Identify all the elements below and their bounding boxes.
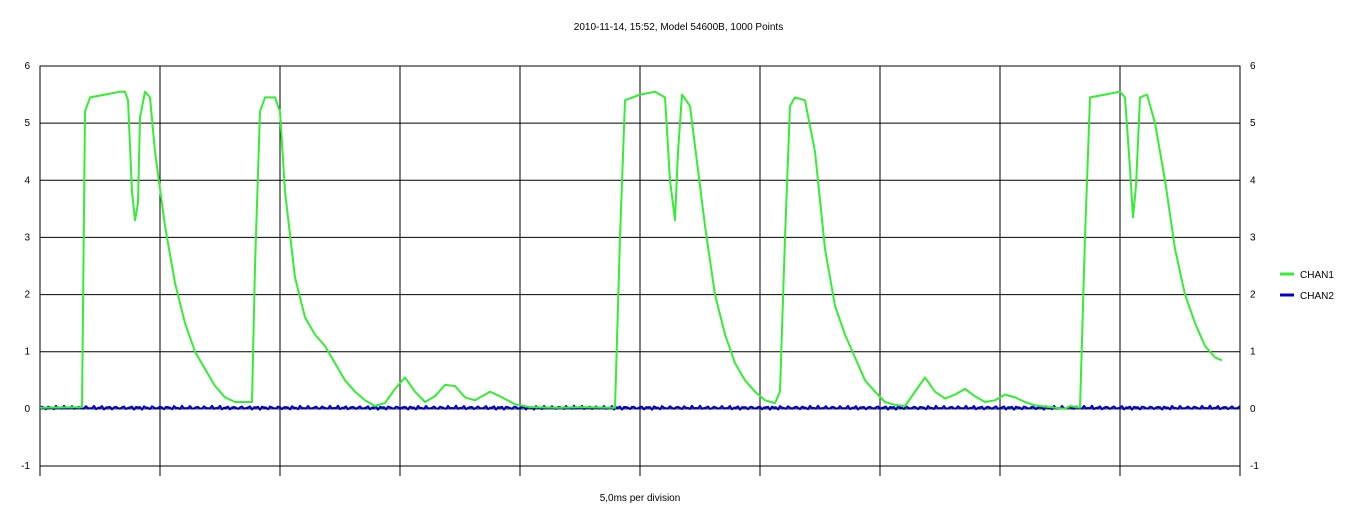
y-tick-label-right: 3 [1250,232,1256,243]
y-axis-right: -1 0 1 2 3 4 5 6 [1250,61,1259,472]
y-tick-label-right: -1 [1250,461,1259,472]
y-tick-label-right: 0 [1250,404,1256,415]
series-line-chan1 [39,90,1223,410]
legend-label-chan2: CHAN2 [1300,291,1334,302]
y-tick-label-left: 6 [24,61,30,72]
y-tick-label-left: 4 [24,175,30,186]
series-line-chan2 [39,404,1241,411]
y-tick-label-right: 5 [1250,118,1256,129]
y-tick-label-left: 3 [24,232,30,243]
y-tick-label-right: 1 [1250,347,1256,358]
y-tick-label-left: 1 [24,347,30,358]
chart-title: 2010-11-14, 15:52, Model 54600B, 1000 Po… [573,22,784,33]
y-tick-label-left: 2 [24,290,30,301]
y-tick-label-left: -1 [21,461,30,472]
y-tick-label-left: 5 [24,118,30,129]
y-axis-left: -1 0 1 2 3 4 5 6 [21,61,30,472]
y-tick-label-right: 4 [1250,175,1256,186]
legend-label-chan1: CHAN1 [1300,270,1334,281]
y-tick-label-right: 2 [1250,290,1256,301]
series-layer [39,90,1241,411]
x-axis-label: 5,0ms per division [599,493,681,504]
chart-grid [39,65,1241,476]
legend: CHAN1 CHAN2 [1280,270,1334,302]
y-tick-label-right: 6 [1250,61,1256,72]
y-tick-label-left: 0 [24,404,30,415]
